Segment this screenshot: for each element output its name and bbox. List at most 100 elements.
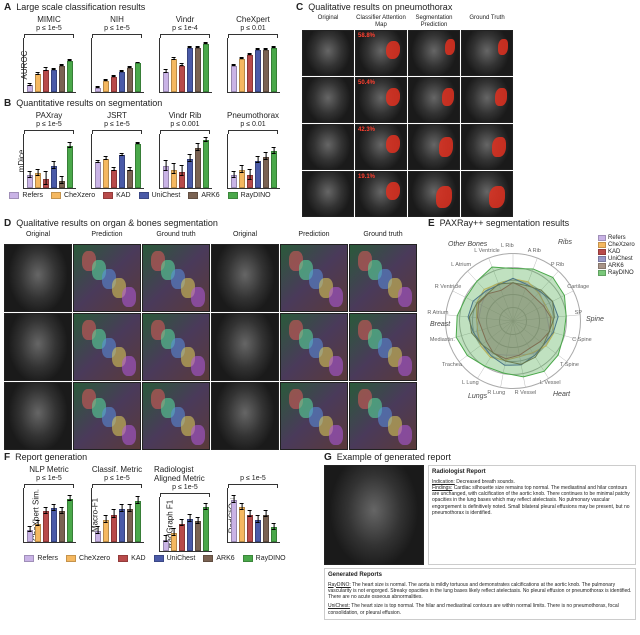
radar-category-label: Lungs: [468, 393, 487, 400]
bars-area: AUROC: [23, 38, 76, 93]
legend-item-KAD: KAD: [598, 249, 635, 255]
generated-reports-title: Generated Reports: [328, 572, 632, 580]
bar-UniChest: [119, 72, 125, 92]
indication-text: Decreased breath sounds.: [456, 479, 515, 485]
panel-C-title: Qualitative results on pneumothorax: [308, 2, 452, 12]
bars-area: [159, 134, 212, 189]
legend-swatch: [598, 256, 606, 262]
bar-RayDINO: [271, 151, 277, 188]
panel-A: A Large scale classification results MIM…: [4, 2, 286, 93]
bar-Refers: [163, 540, 169, 551]
bar-KAD: [111, 515, 117, 543]
col-header: Original: [302, 15, 354, 29]
subchart-CheXpert: CheXpertp ≤ 0.01: [222, 15, 284, 93]
bar-KAD: [247, 55, 253, 92]
bars-area: [227, 134, 280, 189]
panel-F-title: Report generation: [15, 452, 87, 462]
bar-CheXzero: [171, 170, 177, 188]
bar-CheXzero: [239, 507, 245, 542]
report-xray-image: [324, 465, 424, 565]
raydino-report-text: The heart size is normal. The aorta is m…: [328, 582, 631, 601]
generated-reports: Generated Reports RayDINO: The heart siz…: [324, 568, 636, 620]
legend-item-CheXzero: CheXzero: [598, 242, 635, 248]
bar-CheXzero: [171, 59, 177, 92]
legend-swatch: [598, 249, 606, 255]
subchart-NIH: NIHp ≤ 1e-5: [86, 15, 148, 93]
pvalue-label: p ≤ 1e-5: [104, 475, 130, 482]
attention-pct-label: 58.8%: [358, 33, 375, 39]
pneumothorax-img-r3-c1: 19.1%: [355, 171, 407, 217]
legend-swatch: [228, 192, 238, 199]
panel-D-label: D: [4, 218, 11, 229]
attention-pct-label: 42.3%: [358, 127, 375, 133]
bar-ARK6: [263, 157, 269, 188]
col-header: Ground truth: [142, 231, 210, 243]
legend-swatch: [118, 555, 128, 562]
pneumothorax-img-r1-c1: 50.4%: [355, 77, 407, 123]
pvalue-label: p ≤ 1e-5: [36, 475, 62, 482]
organ-seg-img-r1-c4: [280, 313, 348, 381]
pneumothorax-img-r1-c2: [408, 77, 460, 123]
bar-UniChest: [51, 166, 57, 188]
pvalue-label: p ≤ 1e-5: [36, 121, 62, 128]
bar-UniChest: [119, 155, 125, 188]
legend-item-KAD: KAD: [118, 555, 145, 562]
legend-label: ARK6: [201, 192, 219, 199]
legend-swatch: [9, 192, 19, 199]
subchart-Pneumothorax: Pneumothoraxp ≤ 0.01: [222, 111, 284, 189]
bar-CheXzero: [103, 81, 109, 92]
bar-ARK6: [195, 48, 201, 92]
bar-Refers: [163, 166, 169, 188]
bar-KAD: [111, 170, 117, 188]
organ-seg-img-r0-c0: [4, 244, 72, 312]
bars-area: Macro-F1: [91, 488, 144, 543]
bars-area: [227, 38, 280, 93]
legend-label: KAD: [131, 555, 145, 562]
legend-item-CheXzero: CheXzero: [66, 555, 110, 562]
subchart-title: Vindr Rib: [169, 111, 202, 120]
bar-RayDINO: [67, 146, 73, 188]
bar-Refers: [27, 530, 33, 542]
raydino-label: RayDINO:: [328, 582, 351, 588]
radar-chart: L RibA RibP RibCartilageSPC SpineT Spine…: [428, 231, 598, 401]
subchart-Radiologist Aligned Metric: Radiologist Aligned Metricp ≤ 1e-5RadGra…: [154, 465, 216, 552]
bars-area: mDice: [23, 134, 76, 189]
legend-item-Refers: Refers: [9, 192, 43, 199]
organ-seg-img-r0-c4: [280, 244, 348, 312]
bar-KAD: [179, 524, 185, 552]
legend-label: UniChest: [167, 555, 196, 562]
legend-label: Refers: [608, 235, 626, 241]
pneumothorax-img-r2-c3: [461, 124, 513, 170]
legend-label: KAD: [608, 249, 620, 255]
organ-seg-img-r2-c0: [4, 382, 72, 450]
pvalue-label: p ≤ 1e-4: [172, 25, 198, 32]
legend-label: CheXzero: [608, 242, 635, 248]
radiologist-report: Radiologist Report Indication: Decreased…: [428, 465, 636, 565]
bar-KAD: [43, 70, 49, 92]
organ-seg-img-r2-c2: [142, 382, 210, 450]
bar-KAD: [43, 179, 49, 188]
bar-ARK6: [195, 521, 201, 551]
pvalue-label: p ≤ 1e-5: [240, 475, 266, 482]
bar-ARK6: [59, 66, 65, 92]
legend-swatch: [243, 555, 253, 562]
unichest-label: UniChest:: [328, 603, 350, 609]
legend-main: RefersCheXzeroKADUniChestARK6RayDINO: [0, 192, 286, 199]
legend-label: ARK6: [216, 555, 234, 562]
subchart-title: Pneumothorax: [227, 111, 279, 120]
legend-swatch: [154, 555, 164, 562]
bar-RayDINO: [203, 507, 209, 551]
radar-category-label: Spine: [586, 316, 604, 323]
legend-label: RayDINO: [241, 192, 271, 199]
bar-ARK6: [127, 509, 133, 542]
bar-ARK6: [127, 170, 133, 188]
legend-label: RayDINO: [608, 270, 634, 276]
organ-seg-img-r0-c3: [211, 244, 279, 312]
panel-G-title: Example of generated report: [337, 452, 451, 462]
legend-item-Refers: Refers: [24, 555, 58, 562]
bar-UniChest: [255, 50, 261, 92]
panel-C: C Qualitative results on pneumothorax Or…: [296, 2, 636, 217]
panel-E-label: E: [428, 218, 435, 229]
panel-E: E PAXRay++ segmentation results L RibA R…: [428, 218, 638, 401]
bar-KAD: [43, 511, 49, 542]
